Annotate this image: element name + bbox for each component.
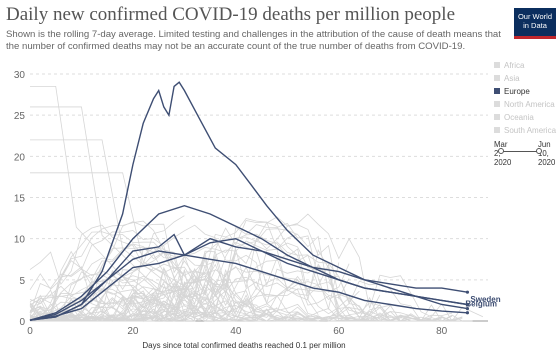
y-tick-label: 0 — [19, 317, 25, 328]
legend-label: Europe — [504, 87, 530, 96]
logo-line-1: Our World — [517, 12, 553, 21]
legend-label: North America — [504, 100, 555, 109]
legend-swatch — [494, 75, 500, 81]
background-country-line — [30, 254, 360, 322]
legend-swatch — [494, 88, 500, 94]
background-country-line — [29, 246, 432, 322]
background-country-line — [29, 277, 298, 322]
series-end-point — [465, 302, 470, 307]
series-line-europe-4 — [29, 237, 468, 321]
chart-subtitle: Shown is the rolling 7-day average. Limi… — [6, 29, 501, 52]
y-tick-label: 20 — [14, 152, 26, 163]
timeline-start-day: 2, — [494, 149, 501, 158]
continent-legend: Africa Asia Europe North America Oceania… — [494, 60, 559, 138]
y-tick-label: 10 — [14, 235, 26, 246]
x-tick-label: 0 — [27, 326, 33, 337]
background-country-line — [30, 85, 149, 305]
legend-label: Asia — [504, 74, 520, 83]
background-country-line — [29, 243, 350, 322]
timeline-end-year: 2020 — [538, 158, 556, 167]
timeline-slider[interactable]: Mar 2, 2020 Jun 10, 2020 — [494, 140, 559, 174]
timeline-start-year: 2020 — [494, 158, 512, 167]
legend-item-oceania[interactable]: Oceania — [494, 112, 559, 125]
series-end-point — [465, 307, 470, 311]
series-label-belgium: Belgium — [465, 300, 497, 309]
legend-item-europe[interactable]: Europe — [494, 86, 559, 99]
background-country-line — [29, 298, 257, 322]
chart-title: Daily new confirmed COVID-19 deaths per … — [6, 4, 456, 25]
timeline-end-month: Jun — [538, 140, 551, 149]
background-country-line — [29, 224, 236, 322]
x-tick-label: 60 — [333, 326, 345, 337]
x-tick-label: 80 — [436, 326, 448, 337]
legend-item-north-america[interactable]: North America — [494, 99, 559, 112]
y-tick-label: 30 — [14, 70, 26, 81]
legend-item-south-america[interactable]: South America — [494, 125, 559, 138]
timeline-start-month: Mar — [494, 140, 508, 149]
background-country-line — [29, 268, 185, 314]
x-axis-title: Days since total confirmed deaths reache… — [142, 341, 345, 350]
legend-swatch — [494, 127, 500, 133]
legend-label: South America — [504, 126, 557, 135]
timeline-track — [500, 151, 540, 152]
background-country-line — [29, 288, 453, 322]
series-label-sweden: Sweden — [470, 295, 500, 304]
legend-label: Africa — [504, 61, 525, 70]
timeline-end-handle[interactable] — [536, 148, 542, 154]
logo-accent-bar — [514, 36, 556, 39]
legend-swatch — [494, 62, 500, 68]
background-country-line — [30, 106, 175, 305]
owid-logo[interactable]: Our World in Data — [514, 8, 556, 39]
series-line-belgium — [29, 81, 468, 321]
x-tick-label: 40 — [230, 326, 242, 337]
background-country-line — [30, 172, 216, 305]
timeline-end-day: 10, — [538, 149, 549, 158]
y-tick-label: 5 — [19, 276, 25, 287]
x-tick-label: 20 — [127, 326, 139, 337]
series-line-europe-3 — [29, 250, 468, 321]
background-country-line — [30, 230, 308, 322]
timeline-start-handle[interactable] — [498, 148, 504, 154]
legend-item-africa[interactable]: Africa — [494, 60, 559, 73]
legend-item-asia[interactable]: Asia — [494, 73, 559, 86]
y-tick-label: 15 — [14, 194, 26, 205]
legend-swatch — [494, 101, 500, 107]
y-tick-label: 25 — [14, 111, 26, 122]
timeline-end-label: Jun 10, 2020 — [538, 140, 555, 167]
logo-line-2: in Data — [523, 21, 547, 30]
series-end-point — [465, 290, 470, 294]
series-end-point — [465, 311, 470, 315]
timeline-start-label: Mar 2, 2020 — [494, 140, 511, 167]
legend-label: Oceania — [504, 113, 534, 122]
background-country-line — [29, 266, 339, 322]
background-country-line — [29, 261, 216, 322]
background-country-line — [29, 243, 257, 322]
background-country-line — [30, 139, 195, 305]
legend-swatch — [494, 114, 500, 120]
